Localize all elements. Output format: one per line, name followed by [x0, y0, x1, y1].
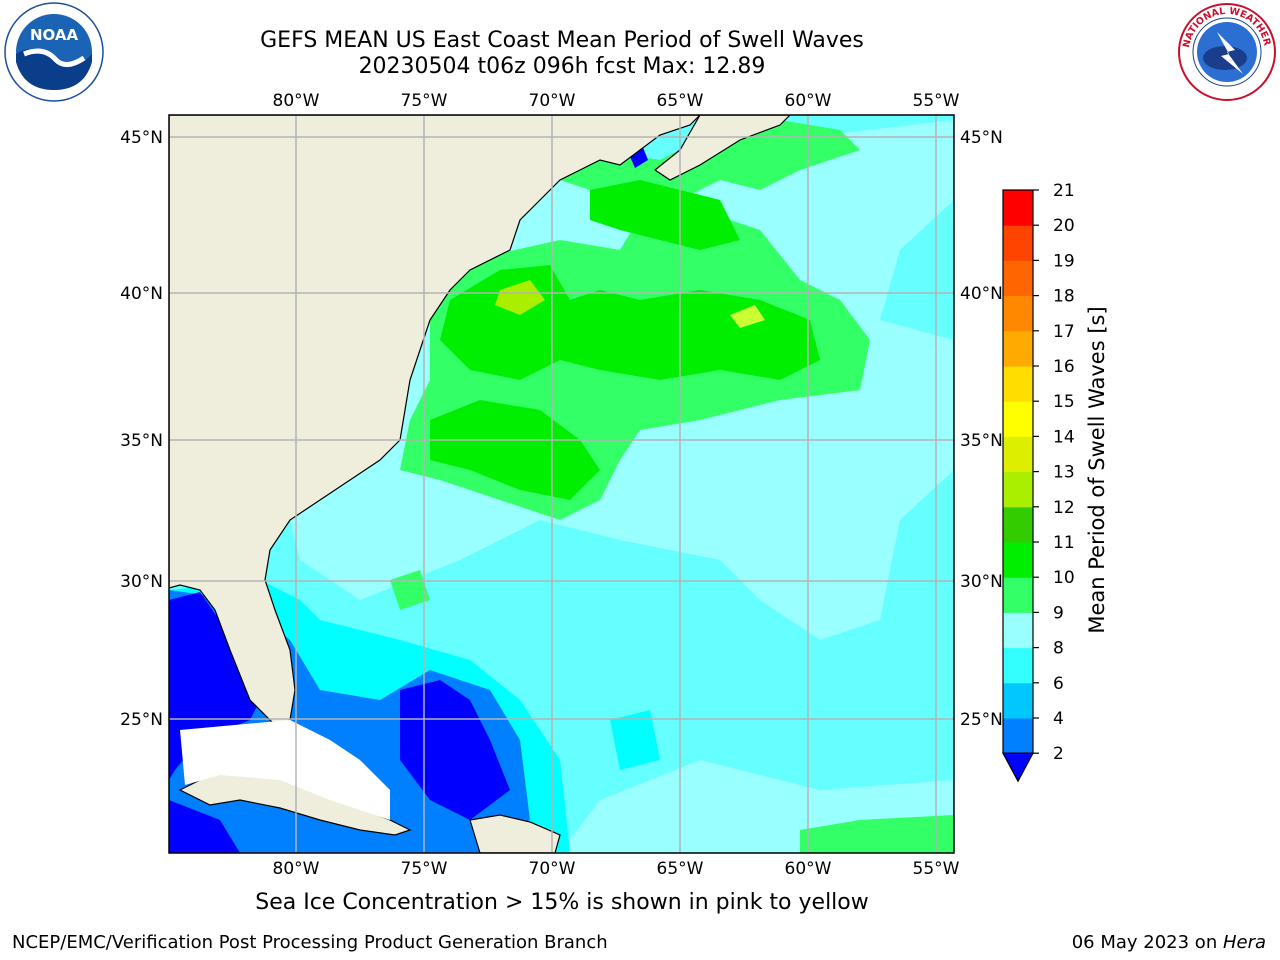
map-title: GEFS MEAN US East Coast Mean Period of S…: [260, 28, 864, 53]
swell-band-4-6-mid: [610, 710, 660, 770]
colorbar-tick-label: 17: [1053, 322, 1075, 342]
swell-patch-30n: [390, 570, 430, 610]
graticule: [169, 115, 954, 853]
colorbar: 2 4 6 8 9 10 11 12 13 14 15 16 17 18 19 20 21: [1001, 181, 1075, 783]
colorbar-tick-label: 10: [1053, 568, 1075, 588]
colorbar-segment: [1003, 330, 1033, 367]
footer-host: Hera: [1222, 932, 1266, 953]
colorbar-tick-label: 2: [1053, 744, 1064, 764]
colorbar-segment: [1003, 647, 1033, 684]
colorbar-tick-label: 20: [1053, 216, 1075, 236]
lon-label-top: 70°W: [529, 91, 576, 111]
lon-label-bottom: 70°W: [529, 859, 576, 879]
lat-labels-right: 45°N 40°N 35°N 30°N 25°N: [960, 128, 1003, 730]
lon-label-top: 55°W: [913, 91, 960, 111]
map-frame: [168, 114, 955, 854]
lon-labels-bottom: 80°W 75°W 70°W 65°W 60°W 55°W: [273, 859, 960, 879]
lat-label-right: 45°N: [960, 128, 1003, 148]
colorbar-tick-label: 19: [1053, 251, 1075, 271]
lon-label-bottom: 60°W: [785, 859, 832, 879]
lat-label-left: 30°N: [120, 572, 163, 592]
colorbar-segment: [1003, 612, 1033, 649]
colorbar-segment: [1003, 225, 1033, 261]
noaa-logo: NOAA: [4, 2, 104, 102]
colorbar-segment: [1003, 471, 1033, 508]
colorbar-tick-label: 9: [1053, 603, 1064, 623]
swell-band-below-2-southwest: [169, 800, 240, 853]
colorbar-segment: [1003, 542, 1033, 578]
colorbar-tick-label: 6: [1053, 674, 1064, 694]
no-data-area: [180, 720, 390, 820]
lat-label-left: 25°N: [120, 710, 163, 730]
noaa-logo-text: NOAA: [30, 26, 79, 44]
swell-peak-east: [730, 305, 765, 328]
lon-labels-top: 80°W 75°W 70°W 65°W 60°W 55°W: [273, 91, 960, 111]
lat-label-right: 25°N: [960, 710, 1003, 730]
footer-date: 06 May 2023 on Hera: [1072, 932, 1266, 953]
colorbar-segment: [1003, 577, 1033, 613]
footer-date-text: 06 May 2023 on: [1071, 932, 1223, 953]
colorbar-segment: [1003, 401, 1033, 437]
nws-logo: NATIONAL WEATHER SERVICE: [1177, 2, 1276, 101]
lon-label-top: 60°W: [785, 91, 832, 111]
colorbar-segment: [1003, 260, 1033, 297]
lat-label-right: 35°N: [960, 431, 1003, 451]
colorbar-tick-label: 21: [1053, 181, 1075, 201]
lon-label-top: 75°W: [401, 91, 448, 111]
footer-credit: NCEP/EMC/Verification Post Processing Pr…: [12, 932, 608, 953]
lon-label-top: 80°W: [273, 91, 320, 111]
swell-band-9-10-se: [800, 815, 954, 853]
colorbar-tick-label: 8: [1053, 639, 1064, 659]
colorbar-segment: [1003, 436, 1033, 473]
colorbar-tick-label: 16: [1053, 357, 1075, 377]
swell-band-9-10-north: [560, 120, 860, 200]
land-hispaniola: [469, 814, 561, 853]
lat-label-right: 30°N: [960, 572, 1003, 592]
land-nova-scotia: [653, 115, 791, 181]
lon-label-bottom: 75°W: [401, 859, 448, 879]
lon-label-bottom: 65°W: [657, 859, 704, 879]
lat-label-left: 45°N: [120, 128, 163, 148]
lat-labels-left: 45°N 40°N 35°N 30°N 25°N: [120, 128, 163, 730]
colorbar-tick-label: 4: [1053, 709, 1064, 729]
colorbar-segment: [1003, 366, 1033, 402]
swell-band-10-11-south: [430, 400, 600, 500]
colorbar-tick-label: 11: [1053, 533, 1075, 553]
colorbar-segment: [1003, 682, 1033, 719]
swell-band-10-11-north: [590, 180, 740, 250]
lat-label-left: 40°N: [120, 284, 163, 304]
colorbar-title: Mean Period of Swell Waves [s]: [1085, 306, 1109, 634]
sea-ice-note: Sea Ice Concentration > 15% is shown in …: [255, 890, 869, 915]
lat-label-right: 40°N: [960, 284, 1003, 304]
swell-peak-west: [495, 280, 545, 315]
colorbar-under-arrow: [1001, 752, 1035, 783]
colorbar-tick-label: 12: [1053, 498, 1075, 518]
colorbar-tick-label: 15: [1053, 392, 1075, 412]
colorbar-segment: [1003, 295, 1033, 332]
colorbar-tick-label: 13: [1053, 463, 1075, 483]
lon-label-bottom: 80°W: [273, 859, 320, 879]
colorbar-segment: [1003, 718, 1033, 754]
lat-label-left: 35°N: [120, 431, 163, 451]
lon-label-bottom: 55°W: [913, 859, 960, 879]
colorbar-tick-label: 14: [1053, 427, 1075, 447]
map-area: [169, 115, 954, 853]
colorbar-segment: [1003, 506, 1033, 543]
swell-band-below-2-bahamas: [400, 680, 510, 820]
lon-label-top: 65°W: [657, 91, 704, 111]
colorbar-tick-label: 18: [1053, 287, 1075, 307]
map-subtitle-forecast: 20230504 t06z 096h fcst Max: 12.89: [358, 54, 766, 79]
colorbar-segment: [1003, 190, 1033, 226]
